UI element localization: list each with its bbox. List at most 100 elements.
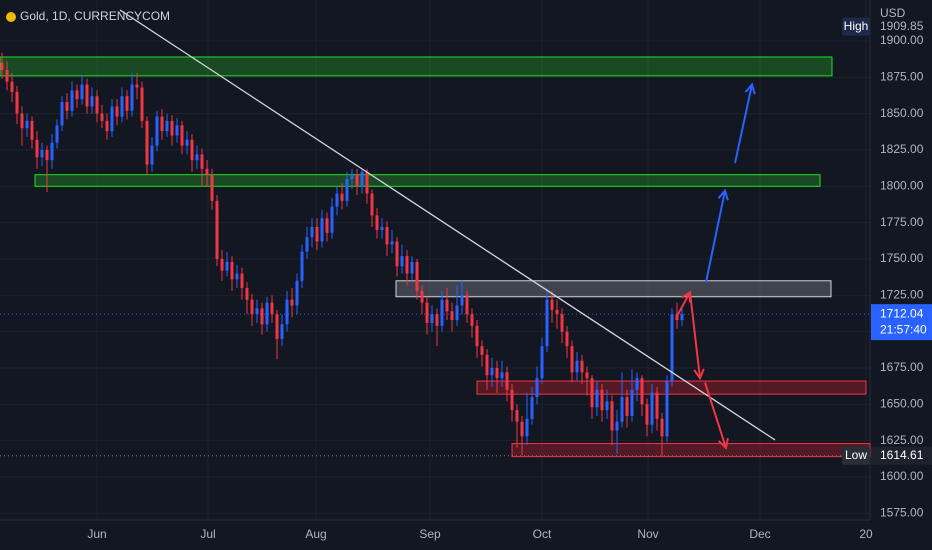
arrow-head: [717, 188, 729, 201]
candle-body: [525, 418, 529, 437]
candle-body: [50, 142, 54, 161]
candle-body: [245, 288, 249, 300]
candle-body: [645, 404, 649, 425]
candle-body: [45, 149, 49, 161]
candle-body: [155, 116, 159, 146]
arrow-line: [704, 382, 727, 449]
y-tick-label: 1775.00: [880, 215, 924, 229]
candle-body: [665, 381, 669, 437]
x-tick-label: Sep: [419, 527, 441, 541]
candle-body: [125, 96, 129, 111]
candle-body: [660, 418, 664, 437]
candle-body: [600, 389, 604, 411]
candle-body: [550, 299, 554, 310]
candle-body: [60, 102, 64, 126]
candle-body: [365, 171, 369, 194]
candle-body: [490, 367, 494, 376]
candle-body: [225, 261, 229, 271]
y-tick-label: 1800.00: [880, 178, 924, 192]
x-tick-label: Jun: [87, 527, 106, 541]
candle-body: [625, 397, 629, 416]
candle-body: [325, 218, 329, 233]
arrow-head: [744, 82, 756, 95]
candle-body: [160, 116, 164, 132]
candle-body: [150, 145, 154, 165]
candle-body: [410, 261, 414, 274]
candle-body: [55, 125, 59, 143]
candle-body: [255, 308, 259, 315]
candle-body: [280, 324, 284, 339]
candle-body: [445, 299, 449, 312]
candle-body: [530, 397, 534, 419]
candle-body: [585, 372, 589, 379]
candle-body: [305, 237, 309, 252]
x-tick-label: Dec: [749, 527, 770, 541]
candle-body: [0, 62, 4, 71]
candle-body: [450, 311, 454, 321]
candle-body: [420, 290, 424, 303]
candle-body: [310, 227, 314, 238]
candle-body: [95, 96, 99, 114]
candle-body: [560, 314, 564, 332]
x-tick-label: Oct: [533, 527, 552, 541]
candle-body: [480, 346, 484, 355]
candle-body: [360, 171, 364, 187]
candle-body: [475, 325, 479, 347]
candle-body: [535, 378, 539, 398]
candle-body: [135, 84, 139, 88]
candle-body: [565, 331, 569, 347]
candle-body: [220, 258, 224, 271]
candle-body: [15, 91, 19, 114]
candle-body: [580, 360, 584, 373]
candle-body: [175, 125, 179, 136]
candle-body: [240, 273, 244, 289]
x-tick-label: 20: [859, 527, 873, 541]
candle-body: [80, 84, 84, 100]
candle-body: [315, 227, 319, 242]
candle-body: [25, 120, 29, 129]
candle-body: [100, 113, 104, 121]
low-value-tag: [871, 446, 932, 465]
candle-body: [395, 241, 399, 267]
candle-body: [130, 84, 134, 111]
candle-body: [110, 106, 114, 132]
y-tick-label: 1825.00: [880, 142, 924, 156]
y-tick-label: 1725.00: [880, 287, 924, 301]
candle-body: [180, 125, 184, 146]
y-tick-label: 1650.00: [880, 396, 924, 410]
candle-body: [375, 215, 379, 230]
candle-body: [350, 174, 354, 180]
zone: [0, 56, 833, 77]
candle-body: [300, 251, 304, 281]
candle-body: [455, 305, 459, 321]
trendline: [119, 9, 776, 441]
candle-body: [330, 206, 334, 233]
arrow-line: [705, 190, 726, 283]
candle-body: [640, 378, 644, 405]
candle-body: [440, 299, 444, 326]
candle-body: [620, 397, 624, 422]
candle-body: [165, 120, 169, 132]
candle-body: [340, 193, 344, 201]
candle-body: [140, 87, 144, 121]
candle-body: [65, 102, 69, 111]
candle-body: [605, 401, 609, 411]
candle-body: [470, 314, 474, 326]
candle-body: [20, 113, 24, 129]
candle-body: [505, 372, 509, 390]
symbol-icon: [6, 12, 16, 22]
y-tick-label: 1850.00: [880, 106, 924, 120]
y-tick-label: 1875.00: [880, 69, 924, 83]
candle-body: [215, 200, 219, 259]
candle-body: [425, 302, 429, 323]
candle-body: [90, 96, 94, 107]
candle-body: [70, 90, 74, 111]
candle-body: [170, 120, 174, 136]
candle-body: [385, 227, 389, 245]
candle-body: [270, 302, 274, 315]
candle-body: [540, 346, 544, 379]
y-tick-label: 1675.00: [880, 360, 924, 374]
candle-body: [460, 295, 464, 306]
candle-body: [430, 314, 434, 323]
